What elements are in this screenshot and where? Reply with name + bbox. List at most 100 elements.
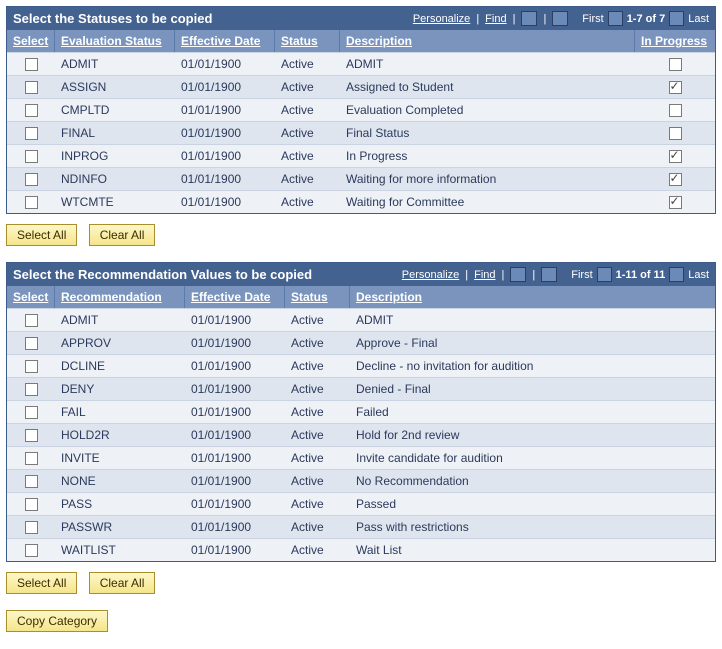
select-cell <box>7 470 55 492</box>
col-recommendation[interactable]: Recommendation <box>55 286 185 308</box>
select-all-button[interactable]: Select All <box>6 224 77 246</box>
desc-cell: Pass with restrictions <box>350 516 715 538</box>
select-checkbox[interactable] <box>25 58 38 71</box>
statuses-titlebar: Select the Statuses to be copied Persona… <box>7 7 715 30</box>
next-icon[interactable] <box>669 11 684 26</box>
desc-cell: No Recommendation <box>350 470 715 492</box>
select-cell <box>7 168 55 190</box>
select-checkbox[interactable] <box>25 521 38 534</box>
col-effective-date[interactable]: Effective Date <box>185 286 285 308</box>
code-cell: NONE <box>55 470 185 492</box>
view-all-icon[interactable] <box>521 11 537 26</box>
status-cell: Active <box>275 191 340 213</box>
next-icon[interactable] <box>669 267 684 282</box>
clear-all-button[interactable]: Clear All <box>89 572 156 594</box>
select-cell <box>7 539 55 561</box>
prev-icon[interactable] <box>608 11 623 26</box>
select-checkbox[interactable] <box>25 81 38 94</box>
copy-category-button[interactable]: Copy Category <box>6 610 108 632</box>
col-evaluation-status[interactable]: Evaluation Status <box>55 30 175 52</box>
first-link[interactable]: First <box>571 269 592 281</box>
desc-cell: Waiting for more information <box>340 168 635 190</box>
desc-cell: Decline - no invitation for audition <box>350 355 715 377</box>
code-cell: DENY <box>55 378 185 400</box>
select-checkbox[interactable] <box>25 406 38 419</box>
status-cell: Active <box>275 99 340 121</box>
date-cell: 01/01/1900 <box>175 76 275 98</box>
select-checkbox[interactable] <box>25 150 38 163</box>
inprog-checkbox[interactable] <box>669 196 682 209</box>
select-cell <box>7 424 55 446</box>
select-checkbox[interactable] <box>25 360 38 373</box>
inprog-checkbox[interactable] <box>669 173 682 186</box>
select-checkbox[interactable] <box>25 383 38 396</box>
code-cell: FAIL <box>55 401 185 423</box>
table-row: PASS01/01/1900ActivePassed <box>7 492 715 515</box>
last-link[interactable]: Last <box>688 269 709 281</box>
date-cell: 01/01/1900 <box>185 332 285 354</box>
status-cell: Active <box>285 516 350 538</box>
code-cell: ADMIT <box>55 53 175 75</box>
col-status[interactable]: Status <box>275 30 340 52</box>
select-checkbox[interactable] <box>25 475 38 488</box>
select-cell <box>7 493 55 515</box>
prev-icon[interactable] <box>597 267 612 282</box>
last-link[interactable]: Last <box>688 13 709 25</box>
code-cell: ADMIT <box>55 309 185 331</box>
col-select[interactable]: Select <box>7 30 55 52</box>
personalize-link[interactable]: Personalize <box>402 269 459 281</box>
col-effective-date[interactable]: Effective Date <box>175 30 275 52</box>
download-icon[interactable] <box>552 11 568 26</box>
status-cell: Active <box>275 122 340 144</box>
select-cell <box>7 401 55 423</box>
recs-title: Select the Recommendation Values to be c… <box>13 267 312 282</box>
col-select[interactable]: Select <box>7 286 55 308</box>
first-link[interactable]: First <box>582 13 603 25</box>
desc-cell: Denied - Final <box>350 378 715 400</box>
select-checkbox[interactable] <box>25 452 38 465</box>
download-icon[interactable] <box>541 267 557 282</box>
select-checkbox[interactable] <box>25 173 38 186</box>
inprog-checkbox[interactable] <box>669 150 682 163</box>
select-checkbox[interactable] <box>25 498 38 511</box>
table-row: HOLD2R01/01/1900ActiveHold for 2nd revie… <box>7 423 715 446</box>
date-cell: 01/01/1900 <box>185 309 285 331</box>
date-cell: 01/01/1900 <box>185 470 285 492</box>
personalize-link[interactable]: Personalize <box>413 13 470 25</box>
col-description[interactable]: Description <box>340 30 635 52</box>
select-checkbox[interactable] <box>25 196 38 209</box>
col-in-progress[interactable]: In Progress <box>635 30 715 52</box>
inprog-checkbox[interactable] <box>669 81 682 94</box>
table-row: APPROV01/01/1900ActiveApprove - Final <box>7 331 715 354</box>
select-checkbox[interactable] <box>25 337 38 350</box>
inprog-cell <box>635 145 715 167</box>
col-description[interactable]: Description <box>350 286 715 308</box>
select-checkbox[interactable] <box>25 314 38 327</box>
status-cell: Active <box>285 424 350 446</box>
select-checkbox[interactable] <box>25 127 38 140</box>
select-checkbox[interactable] <box>25 104 38 117</box>
code-cell: INPROG <box>55 145 175 167</box>
find-link[interactable]: Find <box>474 269 495 281</box>
status-cell: Active <box>275 76 340 98</box>
select-cell <box>7 355 55 377</box>
code-cell: WTCMTE <box>55 191 175 213</box>
clear-all-button[interactable]: Clear All <box>89 224 156 246</box>
code-cell: HOLD2R <box>55 424 185 446</box>
code-cell: PASS <box>55 493 185 515</box>
select-all-button[interactable]: Select All <box>6 572 77 594</box>
select-checkbox[interactable] <box>25 429 38 442</box>
status-cell: Active <box>275 145 340 167</box>
inprog-checkbox[interactable] <box>669 58 682 71</box>
inprog-checkbox[interactable] <box>669 104 682 117</box>
table-row: ASSIGN01/01/1900ActiveAssigned to Studen… <box>7 75 715 98</box>
col-status[interactable]: Status <box>285 286 350 308</box>
select-checkbox[interactable] <box>25 544 38 557</box>
inprog-checkbox[interactable] <box>669 127 682 140</box>
find-link[interactable]: Find <box>485 13 506 25</box>
desc-cell: ADMIT <box>340 53 635 75</box>
status-cell: Active <box>275 168 340 190</box>
date-cell: 01/01/1900 <box>175 122 275 144</box>
inprog-cell <box>635 99 715 121</box>
view-all-icon[interactable] <box>510 267 526 282</box>
